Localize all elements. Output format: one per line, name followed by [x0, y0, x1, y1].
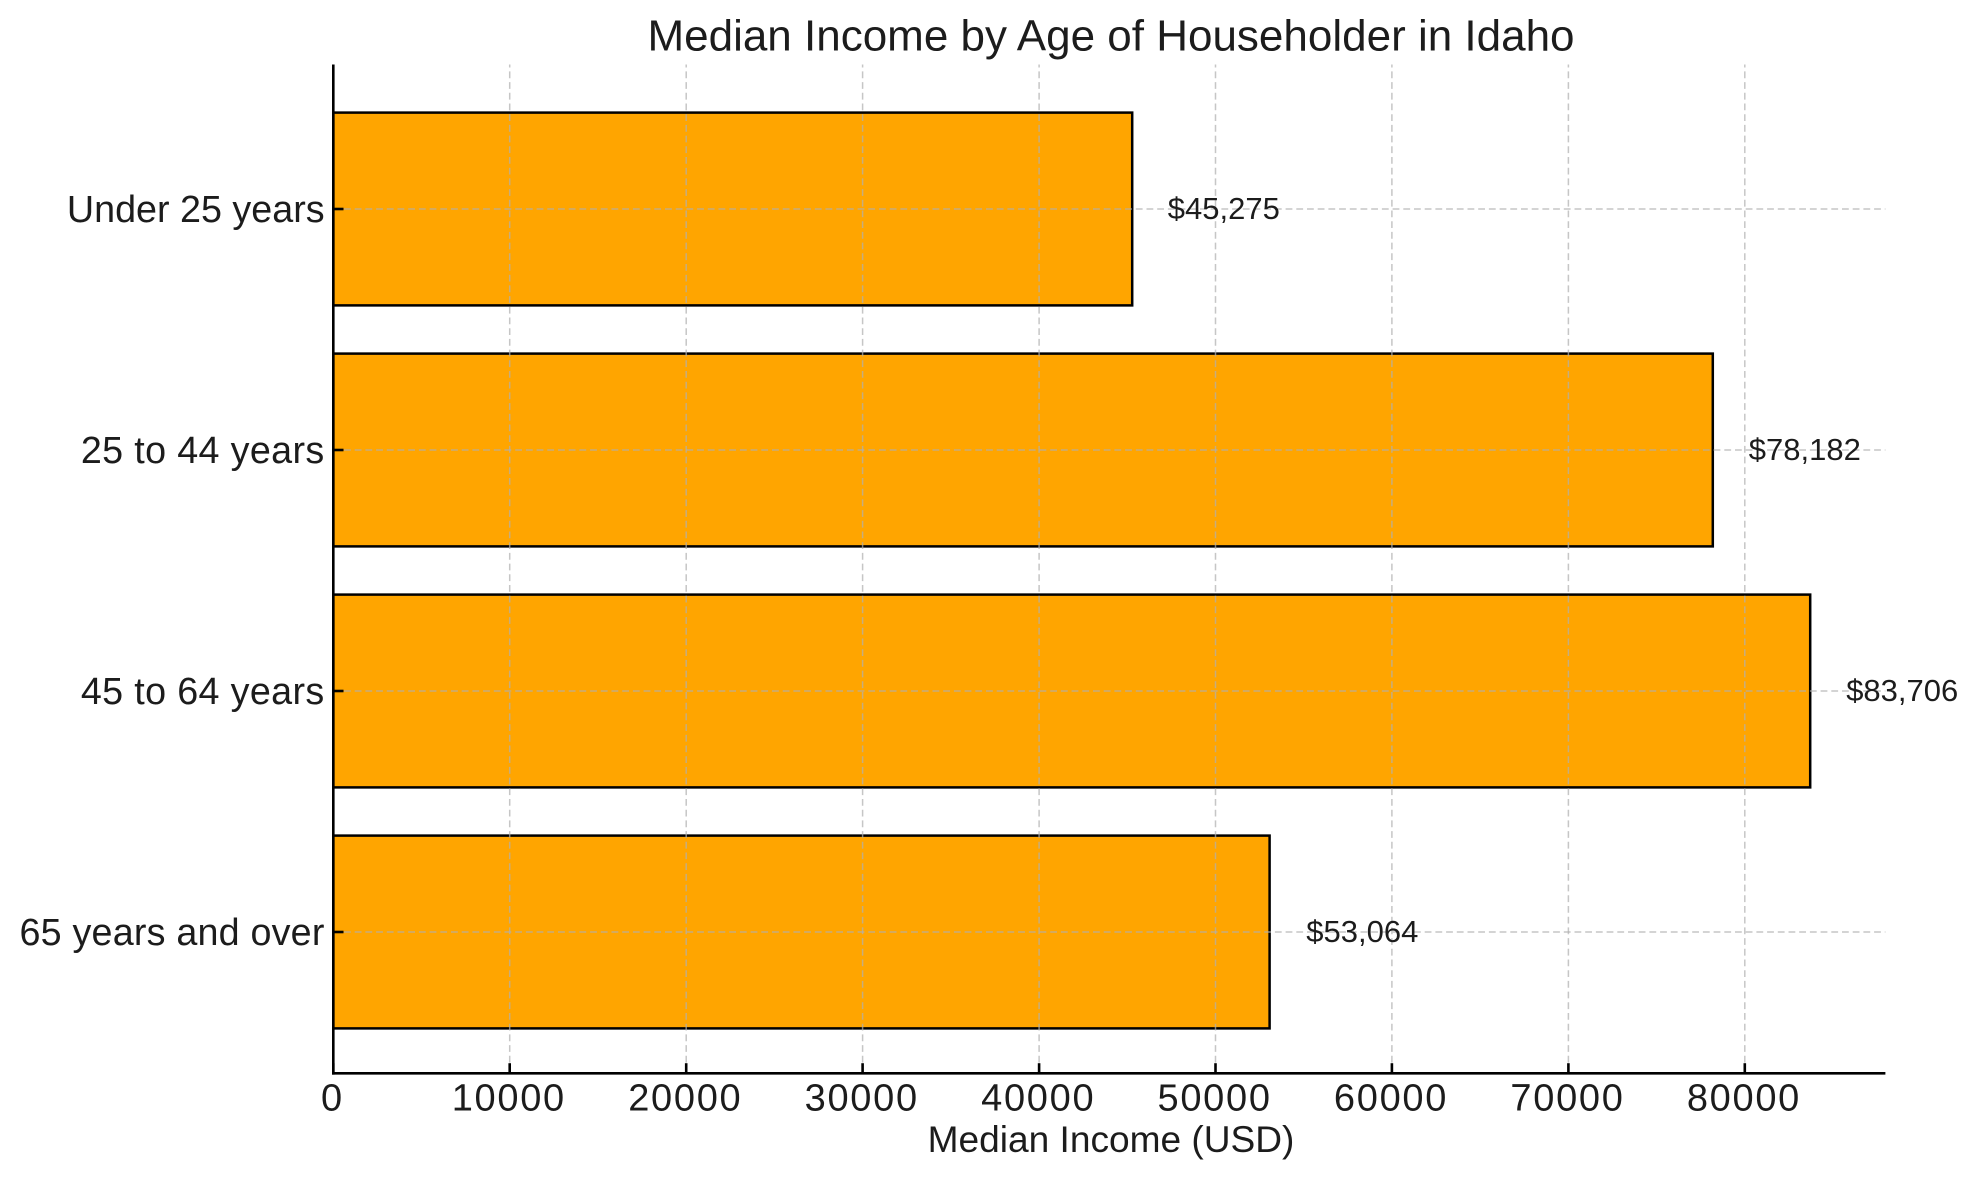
svg-text:Median Income (USD): Median Income (USD) [928, 1118, 1295, 1160]
svg-text:80000: 80000 [1687, 1077, 1801, 1119]
svg-text:$78,182: $78,182 [1749, 432, 1861, 467]
svg-text:40000: 40000 [981, 1077, 1095, 1119]
svg-text:25 to 44 years: 25 to 44 years [81, 429, 325, 471]
svg-text:Median Income by Age of Househ: Median Income by Age of Householder in I… [647, 11, 1574, 60]
svg-text:$83,706: $83,706 [1846, 673, 1958, 708]
svg-text:Under 25 years: Under 25 years [67, 188, 325, 230]
svg-text:45 to 64 years: 45 to 64 years [81, 670, 325, 712]
svg-text:70000: 70000 [1510, 1077, 1624, 1119]
svg-text:$45,275: $45,275 [1168, 191, 1280, 226]
svg-text:0: 0 [321, 1077, 344, 1119]
svg-text:50000: 50000 [1158, 1077, 1272, 1119]
svg-text:65 years and over: 65 years and over [20, 911, 325, 953]
svg-text:$53,064: $53,064 [1306, 914, 1418, 949]
svg-text:10000: 10000 [452, 1077, 566, 1119]
svg-text:20000: 20000 [628, 1077, 742, 1119]
svg-text:30000: 30000 [805, 1077, 919, 1119]
svg-text:60000: 60000 [1334, 1077, 1448, 1119]
